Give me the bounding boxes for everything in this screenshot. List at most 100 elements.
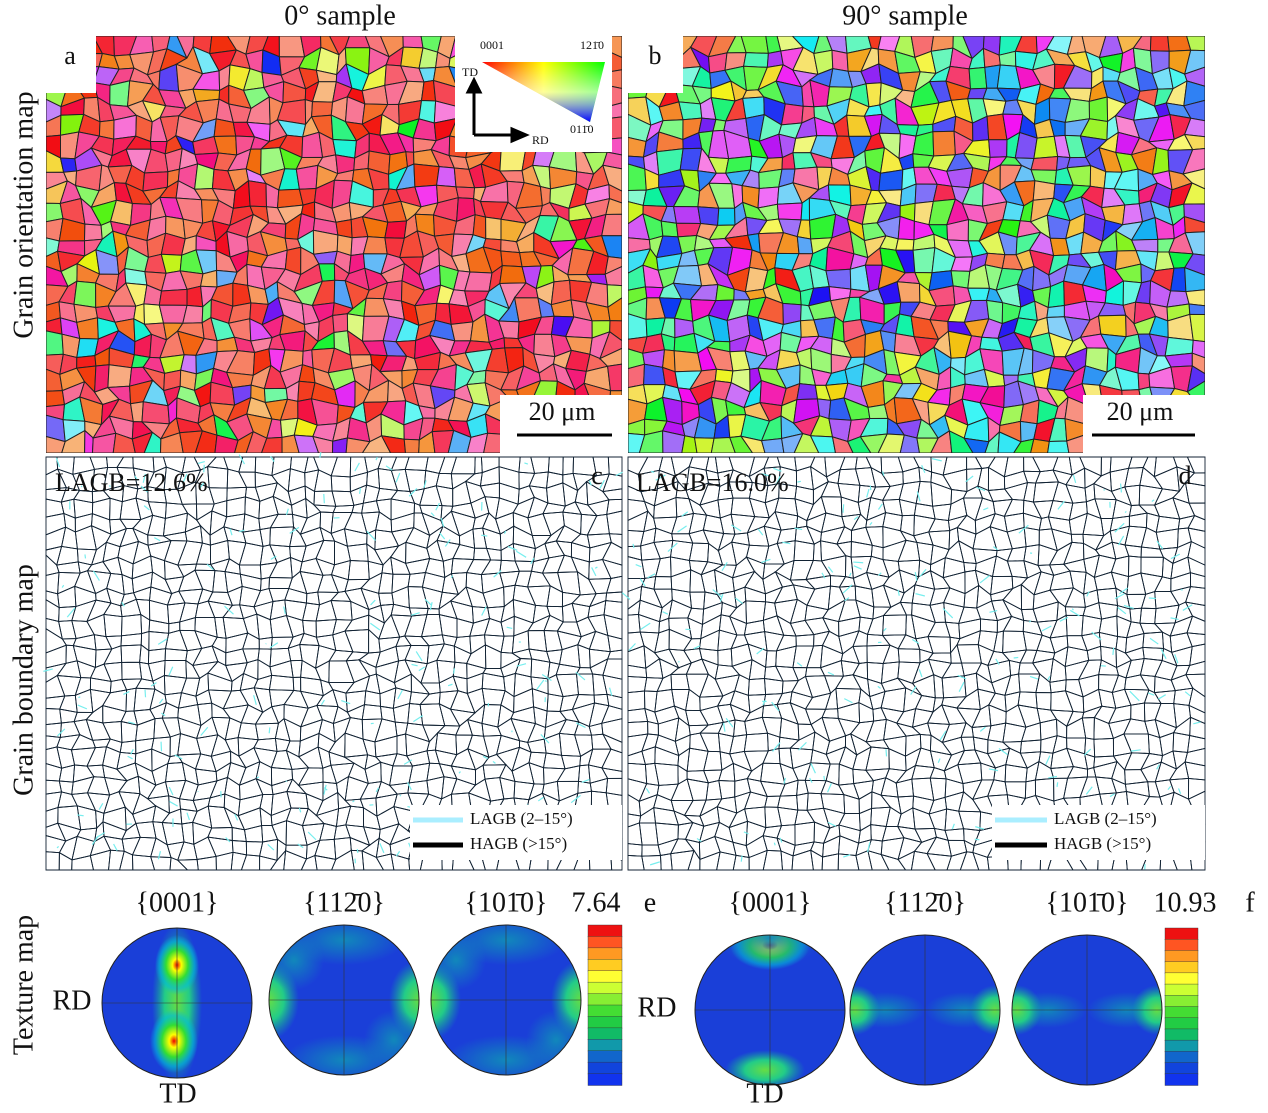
hagb [943,749,966,772]
hagb [748,658,767,681]
hagb [643,644,661,670]
hagb [821,853,839,871]
hagb [121,822,141,840]
label-box [628,36,683,93]
hagb [209,510,228,537]
hagb [420,614,443,638]
hagb [86,776,111,796]
lagb [779,837,783,843]
grain [678,101,703,121]
hagb [975,672,996,694]
hagb [728,615,748,636]
hagb [1020,570,1042,596]
hagb [988,704,1007,727]
lagb [853,516,859,521]
hagb [450,765,476,786]
column-title: 0° sample [284,0,396,31]
hagb [956,629,981,646]
hagb [627,690,646,712]
hagb [436,643,456,663]
hagb [915,480,934,507]
pole-figure [102,928,252,1078]
lagb [397,689,404,700]
lagb [1177,788,1182,794]
lagb [757,528,764,536]
hagb [1031,456,1059,473]
hagb [1155,515,1181,533]
lagb [481,534,488,537]
hagb [147,514,166,537]
hagb [821,708,839,719]
grain [158,288,188,306]
lagb [843,854,851,858]
pole-outline [430,924,582,1076]
hagb [643,500,655,520]
hagb [917,559,932,578]
hagb [1143,702,1162,722]
lagb [794,527,803,531]
hagb [699,705,724,726]
lagb [80,485,83,488]
ipf-corner: 0001 [480,38,504,52]
hagb [882,539,907,562]
hagb [911,614,936,640]
grain [413,163,440,188]
lagb [1124,510,1127,513]
hagb [698,648,719,666]
lagb [225,837,231,843]
hagb [390,853,411,871]
legend-text: LAGB (2–15°) [470,809,573,828]
hagb [547,674,564,698]
grain [930,430,953,453]
hagb [640,527,657,547]
lagb [1156,540,1164,550]
hagb [185,659,201,679]
hagb [627,793,642,817]
hagb [824,456,846,478]
lagb [599,479,605,489]
hagb [687,607,705,626]
hagb [898,498,917,517]
lagb [424,598,432,606]
lagb [144,689,147,698]
hagb [716,806,738,829]
hagb [291,497,308,519]
grain [91,432,117,453]
hagb [527,738,547,754]
panel-label: e [644,887,656,918]
hagb [452,480,472,507]
hagb [317,591,340,606]
lagb [897,589,900,596]
lagb [323,784,327,795]
hagb [1124,674,1150,691]
hagb [654,822,679,846]
axis-label: TD [159,1078,196,1109]
hagb [899,601,913,616]
hagb [315,539,335,566]
hagb [882,601,908,616]
grain [780,103,804,126]
hagb [971,779,995,801]
lagb [853,565,862,570]
lagb [782,541,791,545]
hagb [1153,466,1180,492]
hagb [237,722,259,741]
lagb [649,861,660,866]
lagb [130,749,134,755]
lagb [150,682,157,687]
hagb [930,471,953,491]
lagb [285,780,288,783]
hagb [928,808,948,831]
lagb [370,599,376,606]
hagb [1066,766,1088,779]
hagb [528,485,549,504]
lagb [1129,690,1140,702]
ipf-corner: 121̄0 [580,38,604,52]
row-title: Grain boundary map [8,564,39,796]
hagb [298,732,320,758]
lagb [919,568,927,577]
hagb [1188,777,1206,800]
hagb [207,805,233,829]
lagb [77,814,84,817]
hagb [292,676,302,692]
